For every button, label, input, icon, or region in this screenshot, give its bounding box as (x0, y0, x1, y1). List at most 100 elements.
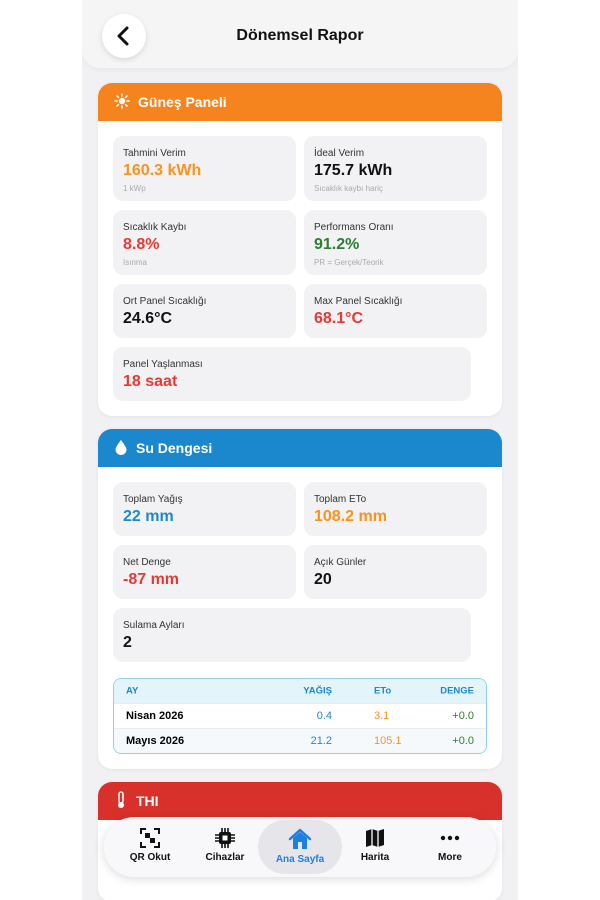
stat-value: 2 (123, 634, 132, 651)
section-title: Su Dengesi (136, 440, 213, 456)
stat-value: 22 mm (123, 508, 174, 525)
section-icon (114, 92, 138, 112)
tab-label: Ana Sayfa (275, 854, 325, 865)
back-icon (117, 26, 129, 46)
tab-item[interactable]: Harita (337, 817, 413, 877)
tile-grid: Tahmini Verim 160.3 kWh 1 kWp İdeal Verim 17… (113, 136, 487, 401)
stat-value: 108.2 mm (314, 508, 387, 525)
stat-label: Tahmini Verim (123, 148, 186, 159)
stat-label: Sulama Ayları (123, 620, 185, 631)
table-header: AY YAĞIŞ ETo DENGE (114, 679, 486, 703)
stat-label: Net Denge (123, 557, 171, 568)
icon (114, 92, 130, 109)
icon (118, 790, 124, 808)
tab-bar: QR Okut Cihazlar Ana Sayfa Harita More (104, 817, 496, 877)
stat-tile: Toplam ETo 108.2 mm (304, 482, 487, 536)
back-button[interactable] (102, 14, 146, 58)
stat-tile: Panel Yaşlanması 18 saat (113, 347, 471, 401)
table-cell: 3.1 (374, 710, 390, 722)
tab-label: Cihazlar (205, 852, 245, 863)
stat-label: Panel Yaşlanması (123, 359, 203, 370)
column-header: YAĞIŞ (303, 685, 332, 697)
icon (215, 828, 235, 848)
column-header: AY (126, 685, 139, 697)
tab-item[interactable]: More (412, 817, 488, 877)
table-row: Nisan 2026 0.4 3.1 +0.0 (114, 703, 486, 728)
section-header: THI (98, 782, 502, 820)
column-header: DENGE (440, 685, 474, 697)
table-cell: 21.2 (310, 735, 332, 747)
stat-value: 8.8% (123, 236, 160, 253)
stat-label: Max Panel Sıcaklığı (314, 296, 403, 307)
stat-value: 20 (314, 571, 332, 588)
icon (115, 439, 127, 455)
tab-item[interactable]: Cihazlar (187, 817, 263, 877)
stat-note: 1 kWp (123, 184, 146, 193)
icon (440, 835, 460, 841)
stat-value: 24.6°C (123, 310, 173, 327)
phone-screen: Güneş Paneli Tahmini Verim 160.3 kWh 1 kWp İ… (82, 0, 518, 900)
section-icon (114, 439, 136, 458)
stat-tile: Performans Oranı 91.2% PR = Gerçek/Teorik (304, 210, 487, 275)
table-cell: 0.4 (316, 710, 332, 722)
stat-value: 18 saat (123, 373, 178, 390)
cards: Güneş Paneli Tahmini Verim 160.3 kWh 1 kWp İ… (98, 83, 502, 900)
stat-tile: Açık Günler 20 (304, 545, 487, 599)
tab-item[interactable]: QR Okut (112, 817, 188, 877)
stat-tile: Toplam Yağış 22 mm (113, 482, 296, 536)
stat-value: 160.3 kWh (123, 162, 202, 179)
section-card: Güneş Paneli Tahmini Verim 160.3 kWh 1 kWp İ… (98, 83, 502, 416)
section-title: THI (136, 793, 159, 809)
stat-value: 68.1°C (314, 310, 364, 327)
stat-note: Sıcaklık kaybı hariç (314, 184, 383, 193)
header: Dönemsel Rapor (82, 0, 518, 68)
stat-label: Sıcaklık Kaybı (123, 222, 187, 233)
stat-tile: Net Denge -87 mm (113, 545, 296, 599)
section-body: Toplam Yağış 22 mm Toplam ETo 108.2 mm Net D… (98, 467, 502, 769)
table-cell: Mayıs 2026 (126, 735, 185, 747)
section-icon (114, 790, 136, 812)
icon (288, 828, 312, 849)
section-title: Güneş Paneli (138, 94, 227, 110)
stat-value: -87 mm (123, 571, 180, 588)
section-header: Su Dengesi (98, 429, 502, 467)
stat-label: Toplam ETo (314, 494, 367, 505)
stat-label: Toplam Yağış (123, 494, 183, 505)
tab-label: More (438, 852, 462, 863)
tab-label: QR Okut (129, 852, 171, 863)
stat-note: Isınma (123, 258, 148, 267)
tile-grid: Toplam Yağış 22 mm Toplam ETo 108.2 mm Net D… (113, 482, 487, 662)
stat-tile: Sulama Ayları 2 (113, 608, 471, 662)
stat-tile: Sıcaklık Kaybı 8.8% Isınma (113, 210, 296, 275)
tab-item[interactable]: Ana Sayfa (262, 817, 338, 877)
stat-tile: Tahmini Verim 160.3 kWh 1 kWp (113, 136, 296, 201)
tab-label: Harita (360, 852, 390, 863)
tab-icon (112, 827, 188, 849)
stat-tile: İdeal Verim 175.7 kWh Sıcaklık kaybı hariç (304, 136, 487, 201)
section-header: Güneş Paneli (98, 83, 502, 121)
table-cell: Nisan 2026 (126, 710, 184, 722)
tab-icon (337, 827, 413, 849)
table-row: Mayıs 2026 21.2 105.1 +0.0 (114, 728, 486, 753)
tab-icon (412, 827, 488, 849)
stat-label: Ort Panel Sıcaklığı (123, 296, 207, 307)
section-body: Tahmini Verim 160.3 kWh 1 kWp İdeal Verim 17… (98, 121, 502, 416)
tab-icon (187, 827, 263, 849)
stat-label: Açık Günler (314, 557, 367, 568)
stat-tile: Ort Panel Sıcaklığı 24.6°C (113, 284, 296, 338)
table-cell: +0.0 (452, 735, 474, 747)
stat-label: Performans Oranı (314, 222, 394, 233)
icon (140, 828, 160, 848)
stat-value: 91.2% (314, 236, 360, 253)
tab-icon (262, 827, 338, 851)
table-cell: +0.0 (452, 710, 474, 722)
month-table: AY YAĞIŞ ETo DENGE Nisan 2026 0.4 3.1 +0.0 Mayıs… (113, 678, 487, 754)
section-card: Su Dengesi Toplam Yağış 22 mm Toplam ETo 108… (98, 429, 502, 769)
icon (366, 829, 384, 847)
page-title: Dönemsel Rapor (236, 27, 364, 44)
stat-tile: Max Panel Sıcaklığı 68.1°C (304, 284, 487, 338)
stat-note: PR = Gerçek/Teorik (314, 258, 384, 267)
table-cell: 105.1 (374, 735, 402, 747)
stat-value: 175.7 kWh (314, 162, 393, 179)
